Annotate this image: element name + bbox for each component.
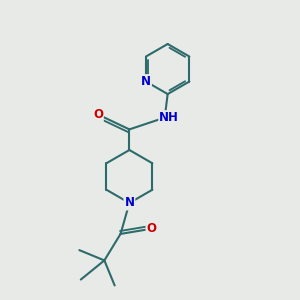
- Text: N: N: [141, 75, 151, 88]
- Text: N: N: [124, 196, 134, 209]
- Text: O: O: [146, 222, 157, 236]
- Text: O: O: [93, 108, 103, 121]
- Text: NH: NH: [159, 111, 179, 124]
